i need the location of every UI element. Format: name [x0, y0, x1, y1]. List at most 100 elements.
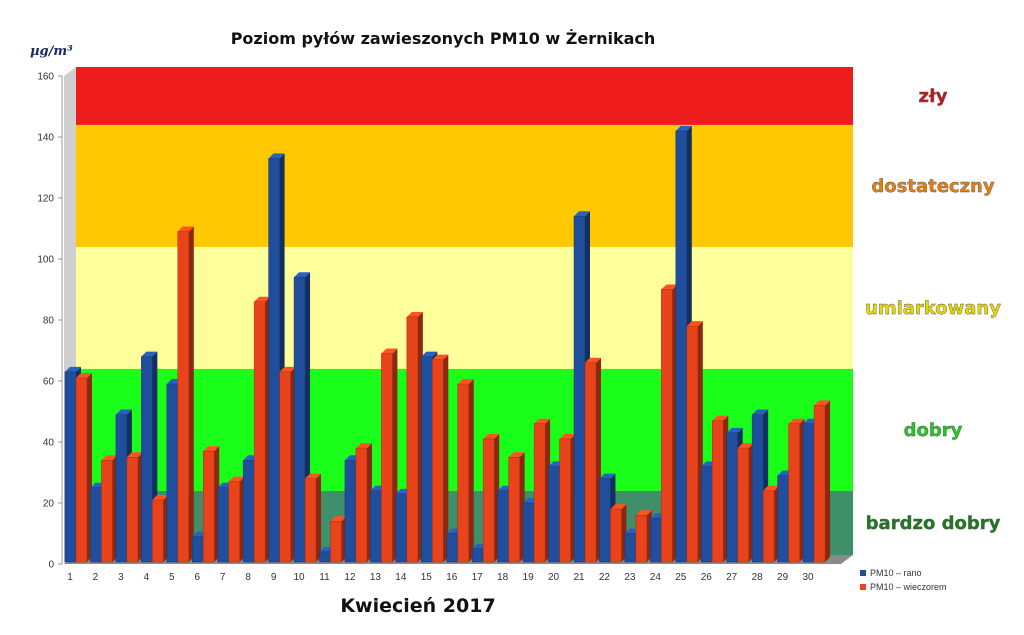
bar-front — [432, 359, 444, 563]
bar-front — [650, 518, 662, 563]
bar-front — [395, 493, 408, 563]
bar-wieczorem-23 — [635, 510, 652, 563]
bar-wieczorem-25 — [686, 321, 703, 563]
bar-front — [457, 383, 469, 563]
bar-front — [508, 457, 520, 563]
bar-top — [635, 510, 652, 516]
y-tick-label: 80 — [43, 316, 55, 327]
bar-top — [661, 284, 678, 290]
x-tick-label: 8 — [245, 572, 251, 583]
x-tick-label: 27 — [726, 572, 738, 583]
bar-top — [686, 321, 703, 327]
bar-top — [675, 125, 692, 131]
bar-front — [319, 551, 331, 563]
bar-top — [177, 226, 194, 232]
bar-front — [344, 460, 357, 563]
bar-wieczorem-10 — [304, 473, 322, 563]
bar-front — [522, 502, 535, 563]
x-tick-label: 13 — [370, 572, 382, 583]
bar-front — [406, 316, 419, 563]
bar-top — [421, 351, 438, 357]
bar-front — [548, 466, 560, 563]
band-label-0: zły — [919, 86, 948, 107]
bar-wieczorem-29 — [788, 418, 805, 563]
y-tick-label: 20 — [43, 499, 55, 510]
bar-top — [101, 455, 118, 461]
bar-top — [279, 366, 296, 372]
bar-top — [381, 348, 398, 354]
bar-front — [751, 414, 764, 563]
bar-wieczorem-26 — [712, 415, 729, 563]
bar-wieczorem-27 — [737, 443, 754, 563]
bar-top — [483, 433, 500, 439]
x-tick-label: 10 — [293, 572, 305, 583]
x-tick-label: 22 — [599, 572, 611, 583]
bar-front — [279, 371, 291, 563]
y-tick-label: 160 — [37, 72, 54, 83]
bar-front — [228, 481, 240, 563]
bar-top — [737, 443, 754, 449]
bar-front — [471, 548, 484, 563]
bar-front — [141, 356, 153, 563]
bar-top — [228, 476, 245, 482]
bar-front — [712, 420, 724, 563]
x-tick-label: 3 — [118, 572, 124, 583]
bar-front — [802, 423, 815, 563]
bar-front — [75, 377, 88, 563]
bar-top — [203, 446, 220, 452]
bar-top — [294, 272, 311, 278]
band-label-3: dobry — [904, 420, 963, 441]
y-tick-label: 60 — [43, 377, 55, 388]
bar-wieczorem-17 — [482, 433, 500, 563]
bar-wieczorem-7 — [228, 476, 245, 563]
bar-wieczorem-6 — [203, 446, 220, 563]
bar-front — [762, 490, 775, 563]
x-tick-label: 9 — [271, 572, 277, 583]
bar-front — [482, 438, 495, 563]
bar-top — [406, 311, 423, 317]
bar-front — [777, 475, 789, 563]
bar-top — [254, 296, 271, 302]
bar-wieczorem-22 — [610, 504, 627, 563]
bar-top — [115, 409, 132, 415]
x-tick-label: 30 — [802, 572, 814, 583]
legend-swatch-0 — [860, 570, 866, 576]
bar-top — [152, 494, 169, 500]
x-tick-label: 2 — [93, 572, 99, 583]
x-tick-label: 4 — [144, 572, 150, 583]
y-tick-label: 140 — [37, 133, 54, 144]
bar-front — [304, 478, 317, 563]
bar-top — [763, 485, 780, 491]
bar-top — [726, 427, 743, 433]
bar-wieczorem-3 — [126, 452, 143, 563]
bar-front — [788, 423, 800, 563]
bar-front — [90, 487, 102, 563]
bar-side — [468, 379, 474, 562]
legend-label-1: PM10 – wieczorem — [870, 582, 947, 592]
bar-front — [115, 414, 128, 563]
bar-wieczorem-5 — [177, 226, 194, 563]
chart-title: Poziom pyłów zawieszonych PM10 w Żernika… — [231, 29, 656, 48]
bar-wieczorem-8 — [253, 296, 271, 563]
bar-top — [585, 357, 601, 363]
band-2 — [76, 246, 853, 369]
x-tick-label: 5 — [169, 572, 175, 583]
bar-wieczorem-20 — [559, 433, 576, 563]
bar-front — [152, 499, 164, 563]
bar-front — [446, 533, 458, 563]
legend-label-0: PM10 – rano — [870, 568, 922, 578]
x-tick-label: 19 — [523, 572, 535, 583]
bar-front — [381, 353, 393, 563]
bar-side — [443, 354, 449, 562]
x-tick-label: 20 — [548, 572, 560, 583]
bar-front — [599, 478, 611, 563]
bar-front — [330, 521, 342, 563]
bar-top — [752, 409, 769, 415]
bar-top — [814, 400, 831, 406]
x-tick-label: 16 — [446, 572, 458, 583]
x-tick-label: 17 — [472, 572, 484, 583]
bar-front — [573, 216, 586, 563]
y-axis-unit: µg/m³ — [30, 44, 73, 59]
y-tick-label: 120 — [37, 194, 54, 205]
